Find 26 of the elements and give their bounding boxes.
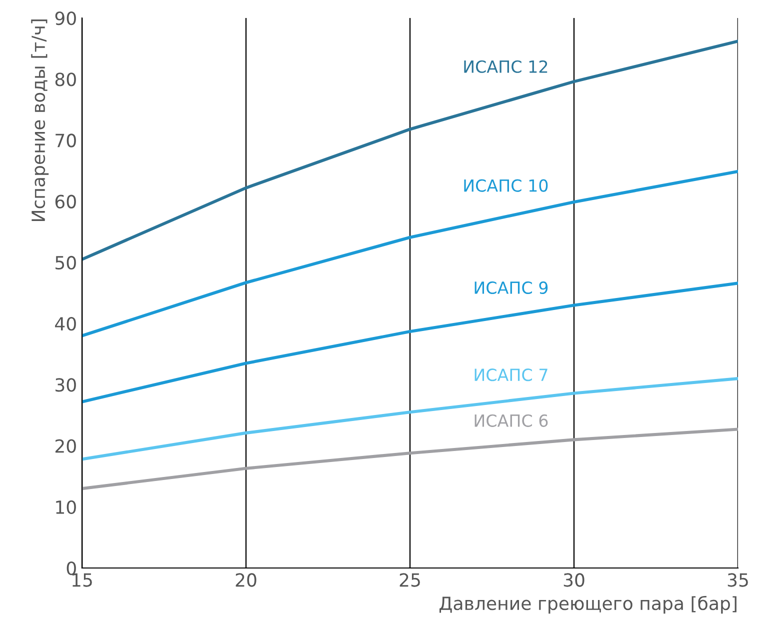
series-label: ИСАПС 7 <box>474 368 548 382</box>
line-series <box>82 428 738 490</box>
line-series <box>82 170 738 338</box>
y-tick-label: 60 <box>55 194 76 208</box>
y-tick-label: 80 <box>55 72 76 86</box>
series-label: ИСАПС 10 <box>464 179 548 192</box>
y-tick-label: 90 <box>55 11 76 26</box>
y-tick-label: 40 <box>55 317 76 331</box>
line-series <box>82 282 738 404</box>
x-tick-label: 25 <box>400 573 420 587</box>
x-axis-title: Давление греющего пара [бар] <box>440 596 736 614</box>
series-label: ИСАПС 6 <box>474 414 548 427</box>
x-tick-label: 20 <box>236 573 256 587</box>
y-tick-label: 0 <box>66 561 76 576</box>
series-label: ИСАПС 9 <box>474 281 548 294</box>
y-tick-label: 30 <box>56 378 76 392</box>
y-axis-title: Испарение воды [т/ч] <box>31 20 49 222</box>
line-series <box>82 40 738 261</box>
series-label: ИСАПС 12 <box>464 60 548 73</box>
x-tick-label: 30 <box>564 573 584 587</box>
y-tick-label: 20 <box>55 439 76 453</box>
x-tick-label: 35 <box>728 573 748 587</box>
y-tick-label: 70 <box>56 134 76 148</box>
x-tick-label: 15 <box>72 573 92 587</box>
y-tick-label: 10 <box>56 500 76 514</box>
y-tick-label: 50 <box>56 256 76 270</box>
